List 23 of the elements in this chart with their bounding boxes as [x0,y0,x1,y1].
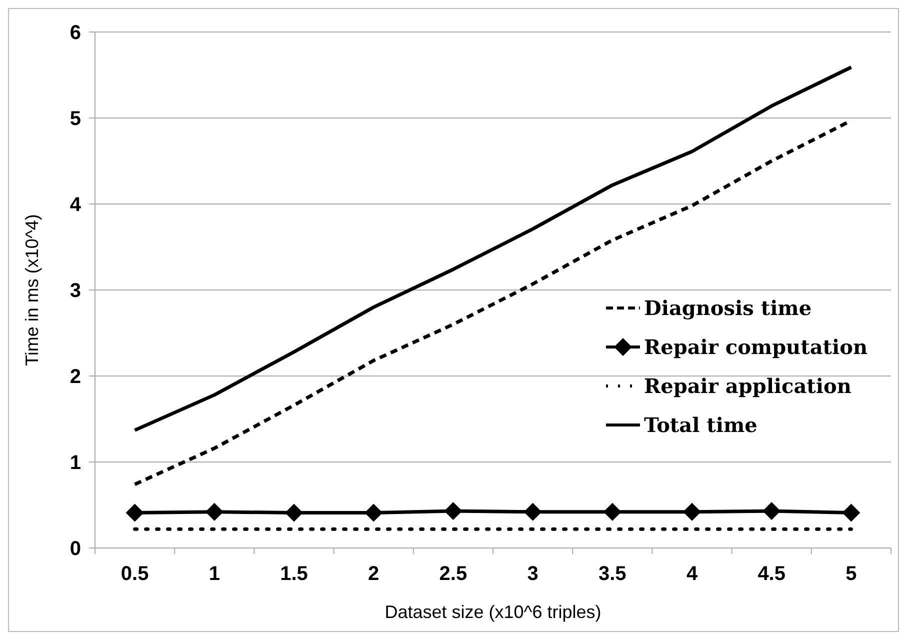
x-tick-label: 4 [686,563,698,585]
x-tick-label: 3 [527,563,538,585]
legend-label: Repair application [644,374,852,398]
x-axis-title: Dataset size (x10^6 triples) [384,602,602,622]
x-tick-label: 3.5 [598,563,626,585]
y-tick-label: 2 [70,366,81,388]
legend-label: Diagnosis time [644,296,812,320]
legend-label: Total time [644,413,758,437]
x-tick-label: 4.5 [758,563,786,585]
y-tick-label: 4 [70,194,82,216]
legend-label: Repair computation [644,335,868,359]
x-tick-label: 1.5 [280,563,308,585]
y-tick-label: 3 [70,280,81,302]
x-tick-label: 0.5 [120,563,149,585]
y-tick-label: 0 [70,538,81,560]
x-tick-label: 2 [368,563,380,585]
y-tick-label: 6 [70,22,81,44]
x-tick-label: 5 [846,563,857,585]
x-tick-label: 1 [208,563,220,585]
y-axis-title: Time in ms (x10^4) [22,214,42,366]
y-tick-label: 1 [70,452,81,474]
y-tick-label: 5 [70,108,81,130]
x-tick-label: 2.5 [439,563,468,585]
